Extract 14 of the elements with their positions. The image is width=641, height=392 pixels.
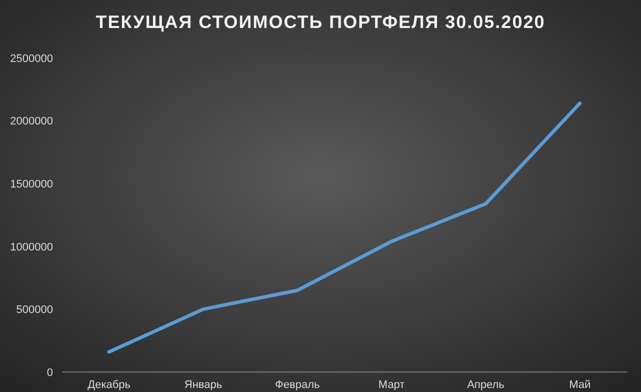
x-tick-label: Январь <box>184 379 222 391</box>
y-tick-label: 1000000 <box>10 241 53 254</box>
y-tick-label: 1500000 <box>10 178 53 190</box>
x-tick-label: Декабрь <box>88 379 131 391</box>
x-tick-label: Апрель <box>467 379 505 391</box>
y-tick-label: 0 <box>46 366 53 379</box>
x-tick-label: Март <box>378 379 405 391</box>
chart-title: ТЕКУЩАЯ СТОИМОСТЬ ПОРТФЕЛЯ 30.05.2020 <box>96 12 546 32</box>
y-tick-label: 500000 <box>16 304 53 316</box>
y-tick-label: 2500000 <box>10 52 53 65</box>
line-series <box>107 101 582 354</box>
y-tick-label: 2000000 <box>10 116 53 128</box>
x-tick-label: Май <box>569 379 591 391</box>
x-tick-label: Февраль <box>275 379 320 391</box>
